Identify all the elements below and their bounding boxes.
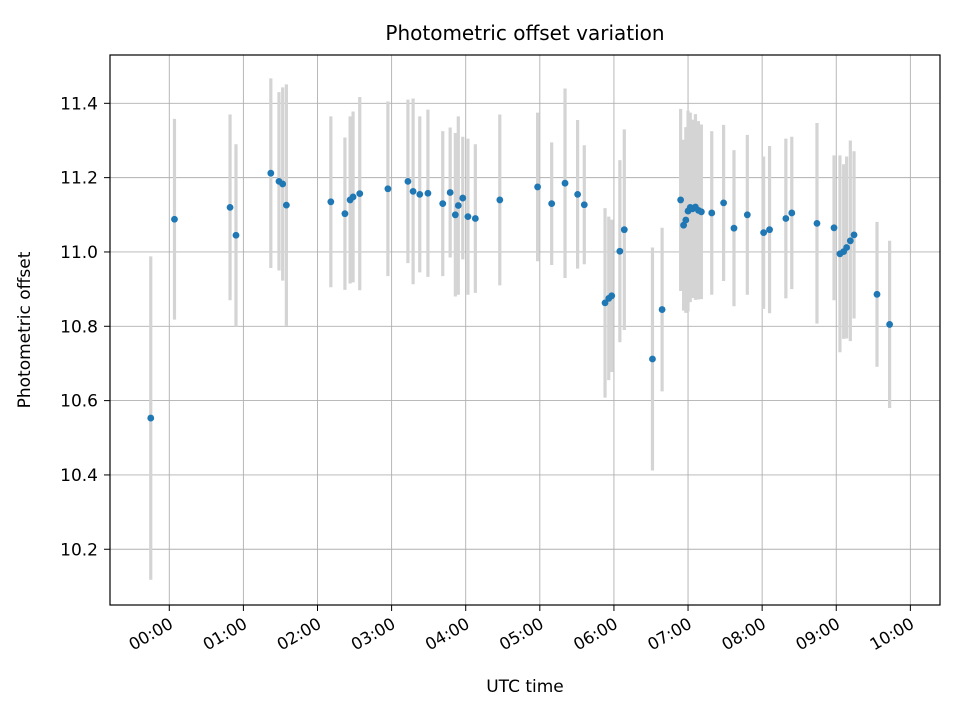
x-tick-labels: 00:00 01:00 02:00 03:00 04:00 05:00 06:00 07:00… bbox=[126, 614, 918, 654]
data-point bbox=[580, 201, 588, 209]
y-tick-labels: 10.2 10.4 10.6 10.8 11.0 11.2 11.4 bbox=[60, 94, 98, 560]
data-point bbox=[649, 355, 656, 363]
data-point bbox=[424, 189, 432, 197]
data-point bbox=[171, 215, 178, 223]
data-point bbox=[677, 196, 685, 204]
data-point bbox=[760, 229, 768, 237]
data-point bbox=[873, 290, 881, 298]
data-point bbox=[680, 221, 687, 229]
error-bars-layer bbox=[149, 78, 892, 580]
scatter-points-layer bbox=[147, 169, 894, 422]
data-point bbox=[534, 183, 541, 191]
data-point bbox=[439, 200, 447, 208]
x-tick-label: 03:00 bbox=[348, 614, 399, 654]
data-point bbox=[496, 196, 504, 204]
x-tick-label: 07:00 bbox=[644, 614, 695, 654]
data-point bbox=[327, 198, 335, 206]
data-point bbox=[349, 193, 357, 201]
data-point bbox=[282, 201, 290, 209]
data-point bbox=[743, 211, 751, 219]
data-point bbox=[601, 299, 609, 307]
data-point bbox=[782, 215, 790, 222]
data-point bbox=[574, 190, 582, 198]
data-point bbox=[147, 414, 155, 422]
chart-layers: 00:00 01:00 02:00 03:00 04:00 05:00 06:00 07:00… bbox=[60, 54, 941, 654]
data-point bbox=[384, 185, 392, 193]
data-point bbox=[813, 219, 821, 227]
data-point bbox=[404, 177, 412, 185]
data-point bbox=[464, 213, 472, 221]
x-tick-label: 05:00 bbox=[496, 614, 547, 654]
data-point bbox=[471, 215, 479, 222]
data-point bbox=[232, 231, 240, 239]
y-axis-label: Photometric offset bbox=[15, 251, 35, 408]
data-point bbox=[616, 247, 624, 255]
data-point bbox=[416, 190, 424, 198]
data-point bbox=[608, 292, 616, 300]
data-point bbox=[620, 226, 628, 234]
grid-lines bbox=[110, 55, 940, 605]
x-tick-label: 00:00 bbox=[126, 614, 177, 654]
data-point bbox=[830, 224, 838, 232]
tick-marks bbox=[104, 102, 911, 611]
x-tick-label: 10:00 bbox=[867, 614, 918, 654]
data-point bbox=[341, 210, 349, 218]
data-point bbox=[697, 208, 705, 216]
x-axis-label: UTC time bbox=[486, 677, 564, 697]
x-tick-label: 02:00 bbox=[274, 614, 325, 654]
data-point bbox=[730, 224, 738, 232]
data-point bbox=[846, 237, 854, 245]
data-point bbox=[409, 187, 417, 195]
x-tick-label: 01:00 bbox=[200, 614, 251, 654]
data-point bbox=[788, 209, 796, 217]
data-point bbox=[454, 202, 462, 209]
x-tick-label: 04:00 bbox=[422, 614, 473, 654]
data-point bbox=[356, 190, 364, 198]
y-tick-label: 11.0 bbox=[60, 243, 98, 263]
y-tick-label: 11.2 bbox=[60, 169, 98, 189]
chart-title: Photometric offset variation bbox=[385, 21, 664, 45]
y-tick-label: 10.8 bbox=[60, 317, 98, 337]
data-point bbox=[682, 216, 690, 224]
data-point bbox=[766, 226, 773, 234]
y-tick-label: 10.2 bbox=[60, 540, 98, 560]
y-tick-label: 10.4 bbox=[60, 466, 98, 486]
data-point bbox=[446, 189, 454, 196]
data-point bbox=[226, 203, 234, 211]
x-tick-label: 09:00 bbox=[793, 614, 844, 654]
data-point bbox=[720, 199, 728, 207]
x-tick-label: 08:00 bbox=[718, 614, 769, 654]
x-tick-label: 06:00 bbox=[570, 614, 621, 654]
data-point bbox=[451, 211, 459, 219]
data-point bbox=[267, 169, 275, 177]
axes-border bbox=[109, 54, 941, 606]
data-point bbox=[459, 194, 467, 202]
data-point bbox=[548, 200, 556, 208]
data-point bbox=[850, 231, 858, 239]
data-point bbox=[279, 180, 287, 188]
data-point bbox=[561, 179, 569, 187]
data-point bbox=[886, 321, 894, 328]
data-point bbox=[843, 244, 851, 251]
data-point bbox=[658, 306, 666, 313]
data-point bbox=[708, 209, 716, 217]
y-tick-label: 11.4 bbox=[60, 94, 98, 114]
y-tick-label: 10.6 bbox=[60, 392, 98, 412]
